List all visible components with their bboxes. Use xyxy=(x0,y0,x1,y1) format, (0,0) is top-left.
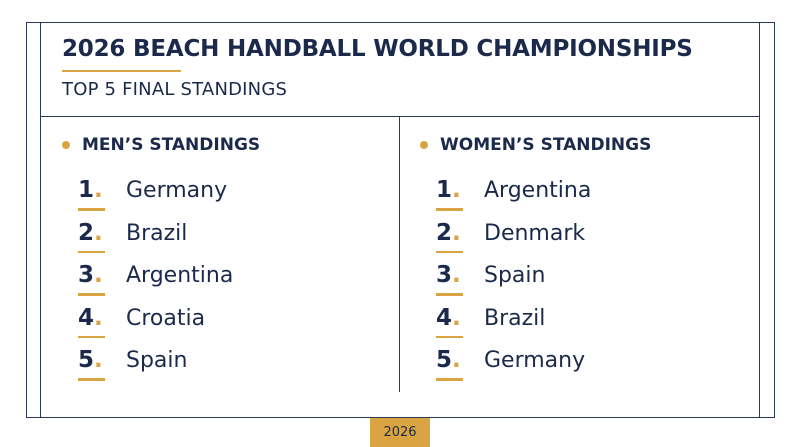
team-name: Germany xyxy=(126,178,228,203)
slide-frame xyxy=(26,22,775,418)
womens-standings-header: WOMEN’S STANDINGS xyxy=(420,132,750,158)
rank-number: 3. xyxy=(436,262,461,288)
rank-number: 2. xyxy=(78,219,103,246)
womens-standings-panel: WOMEN’S STANDINGS 1. Argentina 2. Denmar… xyxy=(420,132,750,387)
frame-inner-right-rule xyxy=(759,22,760,418)
list-item: 5. Germany xyxy=(420,344,750,387)
page-subtitle: TOP 5 FINAL STANDINGS xyxy=(62,79,288,100)
rank-number: 4. xyxy=(78,304,103,331)
page-title: 2026 BEACH HANDBALL WORLD CHAMPIONSHIPS xyxy=(62,36,693,62)
list-item: 1. Argentina xyxy=(420,174,750,217)
rank-underline xyxy=(78,250,105,253)
rank-number: 3. xyxy=(78,262,103,288)
team-name: Brazil xyxy=(126,220,188,246)
rank-underline xyxy=(436,335,463,338)
bullet-dot-icon xyxy=(62,141,70,149)
list-item: 2. Denmark xyxy=(420,217,750,260)
rank-underline xyxy=(78,378,105,381)
rank-number: 5. xyxy=(436,347,461,373)
rank-underline xyxy=(436,293,463,296)
rank-number: 4. xyxy=(436,304,461,331)
rank-underline xyxy=(78,293,105,296)
list-item: 4. Croatia xyxy=(62,302,392,345)
team-name: Croatia xyxy=(126,305,206,331)
rank-underline xyxy=(436,208,463,211)
list-item: 3. Argentina xyxy=(62,259,392,302)
rank-number: 5. xyxy=(78,347,103,373)
year-badge: 2026 xyxy=(370,418,430,447)
column-divider xyxy=(399,116,400,392)
rank-underline xyxy=(78,208,105,211)
mens-standings-panel: MEN’S STANDINGS 1. Germany 2. Brazil 3. … xyxy=(62,132,392,387)
mens-standings-header: MEN’S STANDINGS xyxy=(62,132,392,158)
rank-underline xyxy=(436,378,463,381)
bullet-dot-icon xyxy=(420,141,428,149)
team-name: Germany xyxy=(484,348,586,373)
mens-standings-title: MEN’S STANDINGS xyxy=(82,135,261,155)
list-item: 2. Brazil xyxy=(62,217,392,260)
team-name: Denmark xyxy=(484,220,586,246)
frame-inner-left-rule xyxy=(40,22,41,418)
team-name: Spain xyxy=(484,263,546,288)
rank-number: 1. xyxy=(436,177,461,203)
list-item: 3. Spain xyxy=(420,259,750,302)
team-name: Brazil xyxy=(484,305,546,331)
rank-number: 2. xyxy=(436,219,461,246)
list-item: 1. Germany xyxy=(62,174,392,217)
title-accent-underline xyxy=(62,70,181,72)
team-name: Argentina xyxy=(126,263,234,288)
womens-standings-list: 1. Argentina 2. Denmark 3. Spain 4. Braz… xyxy=(420,174,750,387)
womens-standings-title: WOMEN’S STANDINGS xyxy=(440,135,652,155)
team-name: Argentina xyxy=(484,178,592,203)
rank-underline xyxy=(436,250,463,253)
list-item: 4. Brazil xyxy=(420,302,750,345)
rank-underline xyxy=(78,335,105,338)
list-item: 5. Spain xyxy=(62,344,392,387)
team-name: Spain xyxy=(126,348,188,373)
rank-number: 1. xyxy=(78,177,103,203)
mens-standings-list: 1. Germany 2. Brazil 3. Argentina 4. Cro… xyxy=(62,174,392,387)
